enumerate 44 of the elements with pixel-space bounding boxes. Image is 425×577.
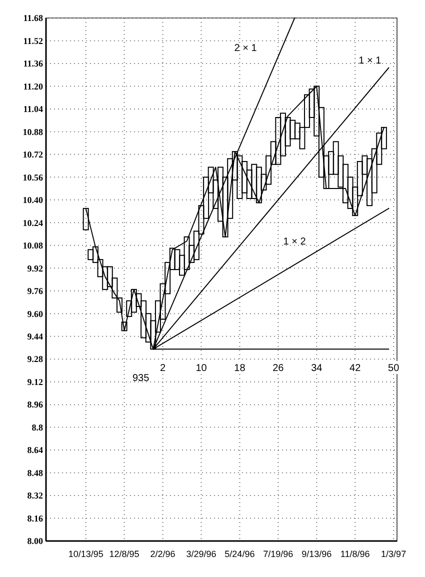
- y-tick-label: 8.16: [27, 513, 44, 524]
- x-tick-label: 2/2/96: [150, 549, 176, 559]
- y-tick-label: 8.00: [27, 536, 44, 546]
- series-label: 1 × 1: [358, 55, 382, 66]
- y-tick-label: 8.48: [27, 468, 44, 478]
- series-label: 1 × 2: [283, 236, 306, 248]
- x-tick-label: 11/8/96: [340, 549, 370, 559]
- x-tick-label: 5/24/96: [224, 549, 255, 559]
- x2-tick-label: 26: [272, 363, 284, 374]
- y-tick-label: 9.44: [27, 332, 44, 342]
- x2-tick-label: 18: [234, 363, 246, 374]
- y-tick-label: 10.24: [22, 218, 44, 228]
- y-tick-label: 11.36: [23, 58, 44, 69]
- y-tick-label: 11.20: [23, 81, 44, 92]
- y-tick-label: 9.28: [27, 354, 44, 364]
- x-tick-label: 3/29/96: [186, 549, 216, 559]
- y-tick-label: 8.64: [27, 445, 44, 456]
- y-tick-label: 9.60: [27, 308, 44, 319]
- x-tick-label: 9/13/96: [302, 549, 332, 559]
- x-tick-label: 1/3/97: [381, 549, 406, 559]
- annotation: 935: [132, 373, 150, 384]
- y-tick-label: 10.72: [22, 150, 44, 160]
- x2-tick-label: 50: [388, 363, 400, 374]
- x2-tick-label: 2: [160, 363, 166, 374]
- text: 2 × 1: [234, 43, 258, 54]
- y-tick-label: 11.68: [23, 13, 44, 24]
- x2-tick-label: 10: [196, 363, 208, 374]
- x2-tick-label: 42: [350, 363, 362, 374]
- y-tick-label: 10.08: [22, 240, 44, 251]
- y-tick-label: 11.52: [23, 36, 44, 46]
- y-tick-label: 9.92: [27, 263, 44, 274]
- y-tick-label: 11.04: [23, 104, 44, 114]
- y-tick-label: 10.56: [22, 172, 44, 182]
- y-tick-label: 10.88: [22, 126, 44, 137]
- y-tick-label: 10.40: [22, 195, 44, 206]
- y-tick-label: 8.8: [32, 422, 44, 432]
- y-tick-label: 9.12: [27, 376, 44, 387]
- x2-tick-label: 34: [311, 363, 323, 374]
- y-tick-label: 8.32: [27, 490, 44, 501]
- y-tick-label: 9.76: [27, 286, 44, 296]
- x-tick-label: 10/13/95: [68, 549, 104, 559]
- y-tick-label: 8.96: [27, 400, 44, 410]
- x-tick-label: 7/19/96: [263, 549, 294, 559]
- x-tick-label: 12/8/95: [109, 549, 140, 559]
